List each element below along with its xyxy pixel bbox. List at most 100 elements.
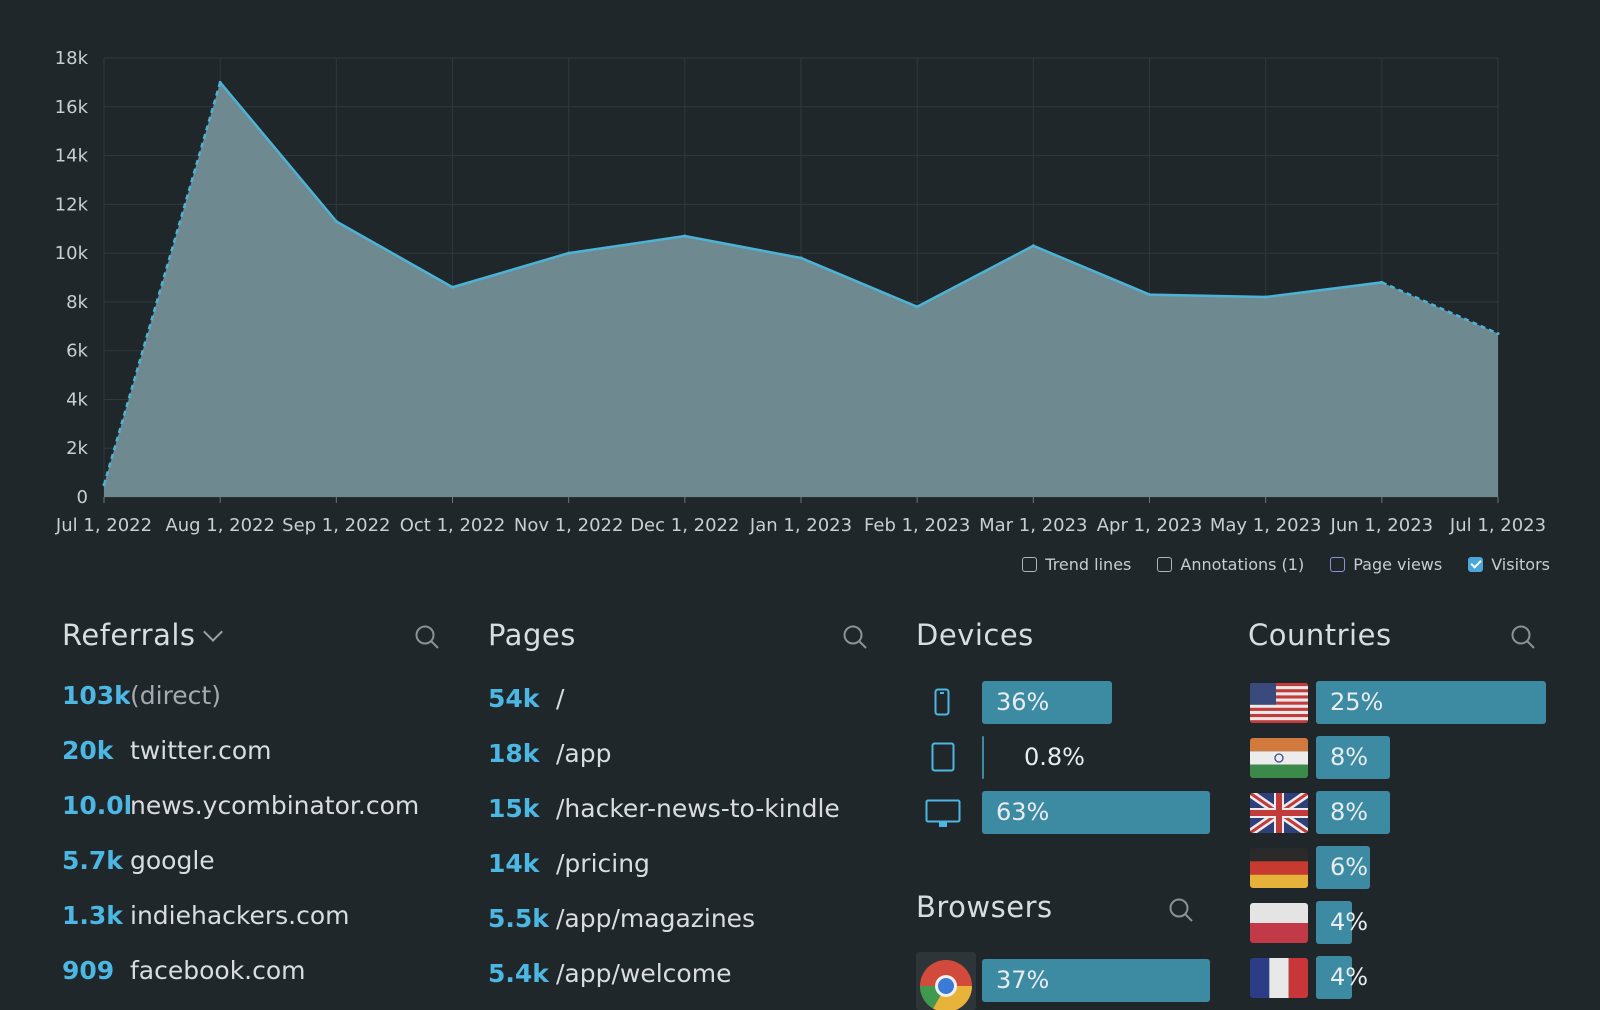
- x-tick-label: Sep 1, 2022: [282, 515, 390, 536]
- country-bar[interactable]: [1316, 846, 1370, 889]
- referral-row[interactable]: 20k twitter.com: [62, 736, 272, 765]
- countries-title: Countries: [1248, 618, 1392, 652]
- legend-visitors[interactable]: Visitors: [1468, 555, 1550, 574]
- y-tick-label: 0: [77, 487, 88, 508]
- country-percent: 4%: [1330, 963, 1369, 991]
- visitors-area-chart: 0 2k 4k 6k 8k 10k 12k 14k 16k 18k Jul 1, 2022 Aug …: [55, 48, 1546, 536]
- y-tick-label: 2k: [66, 438, 88, 459]
- country-bar[interactable]: [1316, 901, 1352, 944]
- x-tick-label: Jul 1, 2023: [1449, 515, 1546, 536]
- devices-title-text: Devices: [916, 618, 1034, 652]
- device-bar-tablet[interactable]: [982, 736, 984, 779]
- data-point: [567, 251, 571, 255]
- country-bar[interactable]: [1316, 791, 1390, 834]
- y-tick-label: 8k: [66, 292, 88, 313]
- page-row[interactable]: 5.5k/app/magazines: [488, 904, 755, 933]
- legend-label: Page views: [1353, 555, 1443, 574]
- country-bar[interactable]: [1316, 956, 1352, 999]
- y-tick-label: 12k: [55, 194, 89, 215]
- referral-label: indiehackers.com: [130, 901, 350, 930]
- country-percent: 6%: [1330, 853, 1369, 881]
- x-tick-label: Apr 1, 2023: [1097, 515, 1203, 536]
- pages-title: Pages: [488, 618, 576, 652]
- countries-title-text: Countries: [1248, 618, 1392, 652]
- x-tick-label: Dec 1, 2022: [630, 515, 739, 536]
- referrals-title-text: Referrals: [62, 618, 196, 652]
- x-tick-label: Aug 1, 2022: [165, 515, 275, 536]
- page-count: 5.5k: [488, 904, 549, 933]
- page-path: /app/magazines: [556, 904, 756, 933]
- referrals-title[interactable]: Referrals: [62, 618, 223, 652]
- page-row[interactable]: 14k/pricing: [488, 849, 650, 878]
- browser-bar-chrome[interactable]: [982, 959, 1210, 1002]
- visitors-checkbox[interactable]: [1468, 557, 1484, 572]
- page-count: 54k: [488, 684, 540, 713]
- country-bar[interactable]: [1316, 736, 1390, 779]
- data-point: [1380, 280, 1384, 284]
- referral-row[interactable]: 909 facebook.com: [62, 956, 306, 985]
- x-tick-label: Jun 1, 2023: [1330, 515, 1434, 536]
- device-bar-desktop[interactable]: [982, 791, 1210, 834]
- search-icon[interactable]: [414, 624, 440, 650]
- chrome-icon: [916, 952, 976, 1010]
- chart-area: [102, 80, 1500, 497]
- page-path: /pricing: [556, 849, 650, 878]
- legend-annotations[interactable]: Annotations (1): [1157, 555, 1304, 574]
- page-count: 5.4k: [488, 959, 549, 988]
- page-path: /app: [556, 739, 612, 768]
- x-tick-label: May 1, 2023: [1210, 515, 1322, 536]
- legend-trend-lines[interactable]: Trend lines: [1022, 555, 1131, 574]
- legend-label: Annotations (1): [1180, 555, 1305, 574]
- country-percent: 25%: [1330, 688, 1384, 716]
- referral-label: news.ycombinator.com: [130, 791, 420, 820]
- country-bar[interactable]: [1316, 681, 1546, 724]
- data-point: [915, 305, 919, 309]
- visitors-line-dashed-start: [102, 82, 222, 486]
- page-count: 18k: [488, 739, 540, 768]
- y-tick-label: 18k: [55, 48, 89, 69]
- referral-row[interactable]: 103k (direct): [62, 681, 221, 710]
- annotations-checkbox[interactable]: [1157, 557, 1173, 572]
- referral-label: twitter.com: [130, 736, 272, 765]
- y-tick-label: 10k: [55, 243, 89, 264]
- page-row[interactable]: 15k/hacker-news-to-kindle: [488, 794, 840, 823]
- x-tick-label: Oct 1, 2022: [400, 515, 506, 536]
- search-icon[interactable]: [1510, 624, 1536, 650]
- y-axis-ticks: 0 2k 4k 6k 8k 10k 12k 14k 16k 18k: [55, 48, 89, 508]
- france-flag-icon: [1250, 958, 1308, 998]
- page-row[interactable]: 18k/app: [488, 739, 611, 768]
- device-percent: 36%: [996, 688, 1050, 716]
- devices-title: Devices: [916, 618, 1034, 652]
- y-tick-label: 16k: [55, 97, 89, 118]
- referral-label: (direct): [130, 681, 221, 710]
- country-percent: 4%: [1330, 908, 1369, 936]
- referral-count: 20k: [62, 736, 114, 765]
- trend-lines-checkbox[interactable]: [1022, 557, 1038, 572]
- visitors-line-dashed-end: [1381, 281, 1499, 335]
- referral-row[interactable]: 1.3k indiehackers.com: [62, 901, 350, 930]
- search-icon[interactable]: [842, 624, 868, 650]
- data-point: [1496, 332, 1500, 336]
- poland-flag-icon: [1250, 903, 1308, 943]
- page-row[interactable]: 5.4k/app/welcome: [488, 959, 731, 988]
- legend-page-views[interactable]: Page views: [1330, 555, 1442, 574]
- y-tick-label: 6k: [66, 341, 88, 362]
- chart-legend: Trend lines Annotations (1) Page views V…: [1022, 555, 1550, 574]
- page-views-checkbox[interactable]: [1330, 557, 1346, 572]
- browsers-title: Browsers: [916, 890, 1053, 924]
- browsers-title-text: Browsers: [916, 890, 1053, 924]
- country-percent: 8%: [1330, 798, 1369, 826]
- uk-flag-icon: [1250, 793, 1308, 833]
- referral-count: 909: [62, 956, 115, 985]
- referral-count: 1.3k: [62, 901, 123, 930]
- data-point: [1031, 244, 1035, 248]
- chevron-down-icon[interactable]: [202, 622, 223, 642]
- search-icon[interactable]: [1168, 897, 1194, 923]
- referral-row[interactable]: 10.0knews.ycombinator.com: [62, 791, 419, 820]
- desktop-icon: [925, 799, 961, 827]
- device-percent: 0.8%: [1024, 743, 1085, 771]
- germany-flag-icon: [1250, 848, 1308, 888]
- device-bar-phone[interactable]: [982, 681, 1112, 724]
- page-row[interactable]: 54k /: [488, 684, 564, 713]
- referral-row[interactable]: 5.7k google: [62, 846, 215, 875]
